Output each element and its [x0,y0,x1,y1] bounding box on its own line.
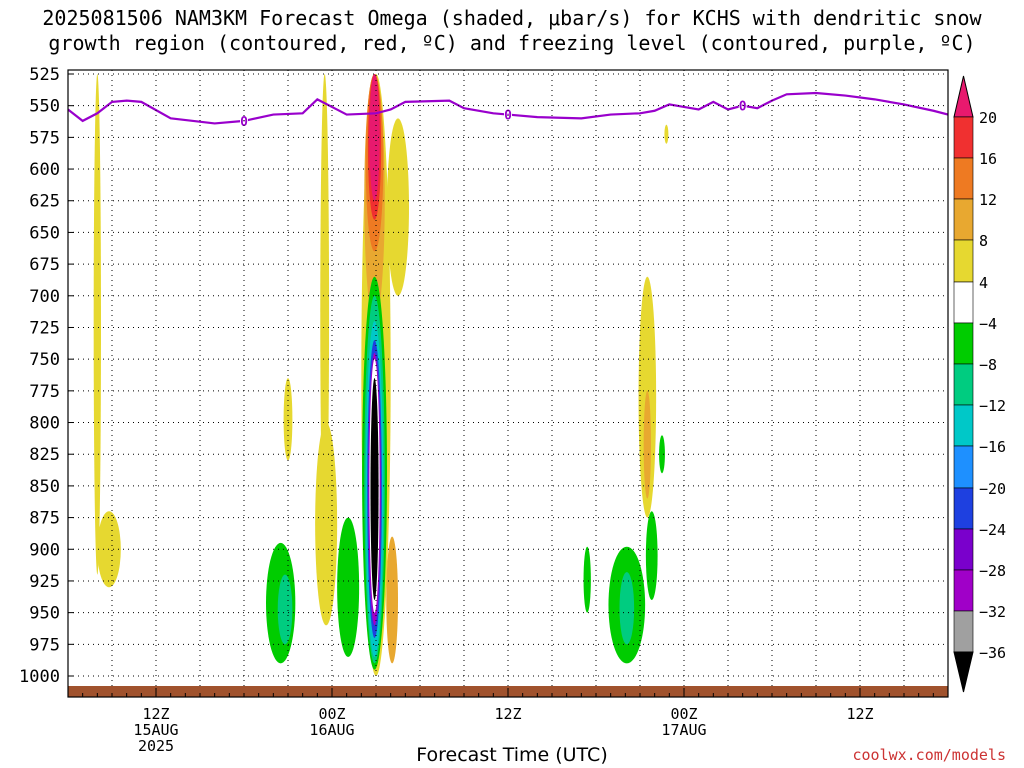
omega-region-0 [93,74,102,575]
omega-region-22 [619,572,635,645]
y-tick-label-4: 625 [29,192,60,212]
y-tick-label-5: 650 [29,223,60,243]
y-tick-label-1: 550 [29,97,60,117]
colorbar-label-7: −12 [979,397,1006,415]
colorbar-label-8: −16 [979,438,1006,456]
chart-title-line2: growth region (contoured, red, ºC) and f… [48,31,976,55]
colorbar-label-11: −28 [979,562,1006,580]
colorbar-band-11 [953,569,974,612]
plot-frame [67,69,949,698]
x-tick-label-3-0: 00Z [670,705,697,723]
colorbar-top-arrow [953,75,974,118]
freezing-level-label-2: 0 [739,100,747,115]
omega-region-19 [645,511,658,600]
colorbar-label-4: 4 [979,274,988,292]
colorbar: 20 16 12 8 4 −4 −8 −12 −16 −20 −24 −28 −32 −36 [953,75,1006,693]
x-tick-label-4-0: 12Z [846,705,873,723]
y-tick-label-3: 600 [29,160,60,180]
x-tick-label-0-0: 12Z [142,705,169,723]
omega-region-13 [643,390,651,499]
omega-region-21 [277,574,293,645]
freezing-level-label-1: 0 [504,109,512,124]
y-tick-label-9: 750 [29,350,60,370]
colorbar-band-10 [953,528,974,571]
colorbar-band-8 [953,445,974,489]
colorbar-label-12: −32 [979,603,1006,621]
chart-title-line1: 2025081506 NAM3KM Forecast Omega (shaded… [42,6,982,30]
omega-region-6 [387,118,409,296]
colorbar-band-4 [953,281,974,324]
omega-region-11 [369,74,380,201]
omega-region-1 [97,511,121,588]
x-tick-label-0-2: 2025 [138,737,174,755]
colorbar-band-3 [953,239,974,283]
omega-region-2 [283,378,293,461]
x-tick-label-3-1: 17AUG [661,721,706,739]
omega-region-29 [370,378,379,600]
colorbar-bottom-arrow [953,651,974,693]
y-tick-label-13: 850 [29,477,60,497]
x-tick-label-0-1: 15AUG [133,721,178,739]
colorbar-label-9: −20 [979,480,1006,498]
freezing-level-label-0: 0 [240,115,248,130]
colorbar-label-1: 16 [979,150,997,168]
y-tick-label-19: 1000 [19,667,60,687]
colorbar-label-2: 12 [979,191,997,209]
omega-region-17 [583,546,591,613]
omega-region-8 [386,536,398,664]
colorbar-label-3: 8 [979,232,988,250]
y-tick-label-12: 825 [29,445,60,465]
colorbar-band-0 [953,116,974,159]
y-tick-label-0: 525 [29,65,60,85]
x-tick-label-1-1: 16AUG [309,721,354,739]
omega-region-16 [337,517,360,657]
colorbar-band-7 [953,404,974,447]
omega-region-4 [315,422,338,626]
colorbar-label-10: −24 [979,521,1006,539]
y-tick-label-2: 575 [29,128,60,148]
y-tick-label-11: 800 [29,414,60,434]
x-axis-label: Forecast Time (UTC) [416,744,608,766]
y-tick-label-7: 700 [29,287,60,307]
y-tick-label-8: 725 [29,318,60,338]
y-tick-label-10: 775 [29,382,60,402]
watermark-text[interactable]: coolwx.com/models [852,746,1006,764]
omega-region-14 [664,124,669,144]
colorbar-band-5 [953,322,974,365]
freezing-label-bg-2 [738,99,747,112]
grid-lines [68,70,948,686]
y-tick-label-17: 950 [29,604,60,624]
colorbar-band-2 [953,198,974,241]
x-tick-label-1-0: 00Z [318,705,345,723]
colorbar-band-9 [953,487,974,530]
omega-region-20 [659,435,665,474]
colorbar-band-12 [953,610,974,653]
axes: 525 550 575 600 625 650 675 700 725 750 775 800 825 8… [19,65,949,755]
y-tick-label-6: 675 [29,255,60,275]
y-tick-label-16: 925 [29,572,60,592]
colorbar-band-1 [953,157,974,200]
colorbar-label-0: 20 [979,109,997,127]
x-tick-label-2-0: 12Z [494,705,521,723]
freezing-label-bg-1 [504,108,512,121]
colorbar-label-6: −8 [979,356,997,374]
colorbar-band-6 [953,363,974,406]
y-tick-label-15: 900 [29,540,60,560]
colorbar-label-13: −36 [979,644,1006,662]
y-tick-label-18: 975 [29,635,60,655]
colorbar-label-5: −4 [979,315,997,333]
y-tick-label-14: 875 [29,509,60,529]
